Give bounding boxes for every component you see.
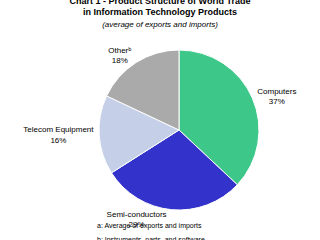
svg-text:Computers37%: Computers37% bbox=[257, 87, 296, 106]
svg-text:Semi-conductors29%: Semi-conductors29% bbox=[107, 210, 167, 229]
svg-text:Chart 1 - Product Structure of: Chart 1 - Product Structure of World Tra… bbox=[70, 0, 251, 29]
svg-text:Telecom Equipment16%: Telecom Equipment16% bbox=[23, 125, 94, 144]
svg-text:a: Average of exports and impo: a: Average of exports and imports bbox=[97, 222, 202, 230]
svg-text:b: Instruments, parts, and sof: b: Instruments, parts, and software bbox=[97, 236, 205, 240]
svg-text:Otherᵇ18%: Otherᵇ18% bbox=[108, 46, 131, 65]
